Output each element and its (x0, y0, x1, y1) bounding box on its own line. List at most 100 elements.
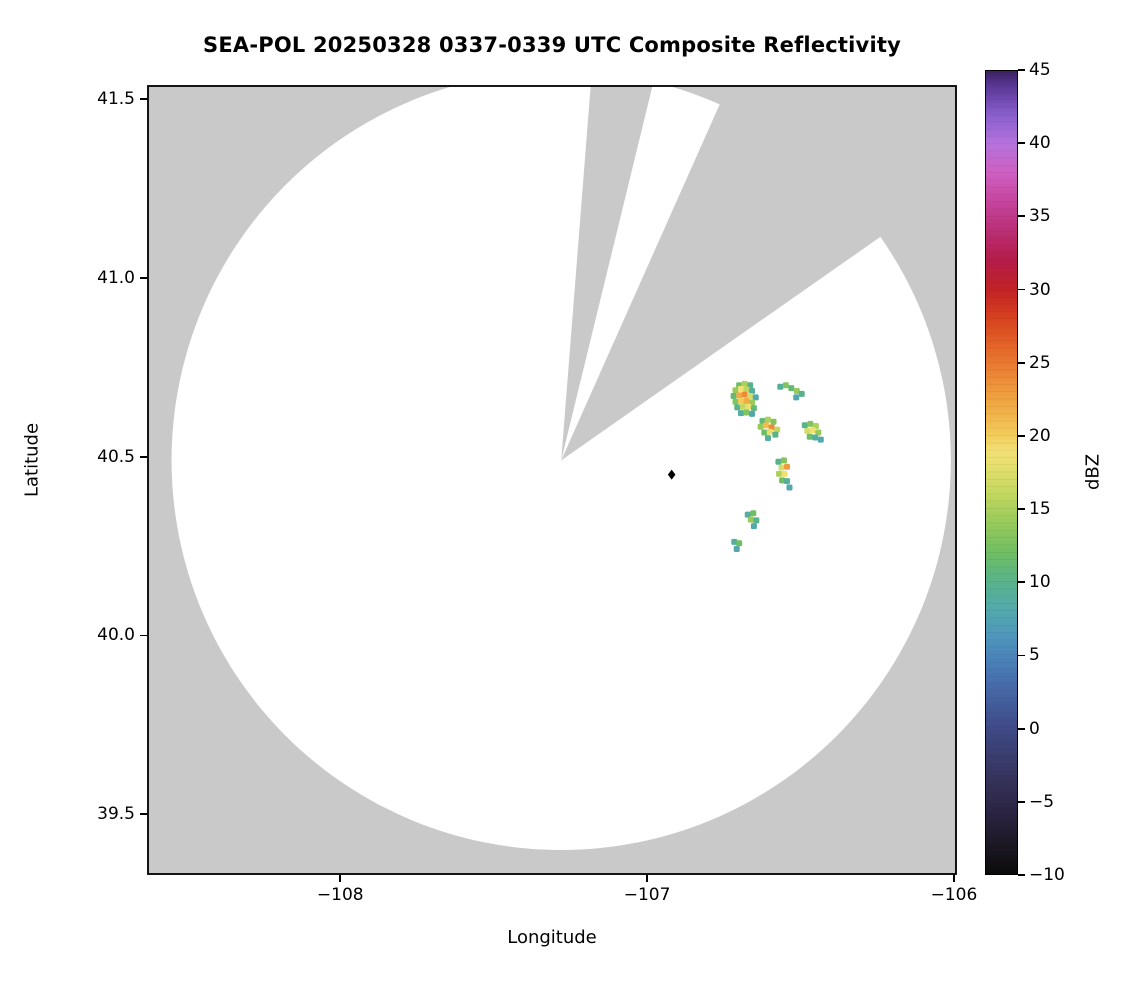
blocked-sector (561, 85, 653, 461)
echo-pixel (744, 511, 751, 518)
colorbar-tick (1018, 215, 1025, 218)
echo-pixel (736, 540, 743, 547)
echo-pixel (782, 382, 789, 389)
colorbar-tick-label: 45 (1029, 60, 1051, 80)
echo-pixel (778, 464, 785, 471)
echo-pixel (749, 410, 756, 417)
echo-pixel (750, 523, 757, 530)
colorbar-tick-label: 40 (1029, 133, 1051, 154)
echo-pixel (738, 385, 744, 392)
echo-pixel (731, 538, 738, 545)
echo-pixel (749, 387, 756, 394)
colorbar (985, 70, 1018, 875)
y-tick-label: 41.5 (97, 89, 135, 110)
echo-pixel (793, 394, 800, 401)
colorbar-tick-label: 25 (1029, 352, 1051, 373)
echo-pixel (784, 478, 791, 485)
echo-pixel (788, 385, 795, 392)
colorbar-tick (1018, 654, 1025, 657)
colorbar-tick-label: −5 (1029, 791, 1055, 812)
x-tick-label: −107 (623, 885, 671, 905)
colorbar-tick-label: 5 (1029, 645, 1040, 666)
y-tick-label: 39.5 (97, 804, 135, 825)
y-tick (140, 455, 147, 458)
echo-pixel (809, 427, 816, 434)
blocked-sector (561, 85, 946, 461)
y-tick (140, 98, 147, 101)
y-tick (140, 277, 147, 279)
x-tick (953, 875, 955, 882)
echo-pixel (817, 436, 824, 443)
y-tick (140, 634, 147, 637)
y-tick (140, 813, 147, 816)
echo-pixel (736, 392, 743, 399)
colorbar-tick (1018, 361, 1025, 364)
echo-pixel (750, 405, 757, 412)
radar-plot (147, 85, 957, 875)
echo-pixel (741, 380, 748, 387)
echo-pixel (798, 390, 805, 397)
colorbar-tick-label: 30 (1029, 279, 1051, 300)
echo-pixel (733, 545, 740, 552)
reflectivity-echoes (730, 380, 824, 552)
echo-pixel (730, 392, 737, 399)
colorbar-label: dBZ (1082, 453, 1104, 491)
echo-pixel (807, 420, 814, 427)
colorbar-tick (1018, 435, 1025, 437)
echo-pixel (757, 423, 764, 430)
y-tick-label: 40.0 (97, 625, 135, 646)
colorbar-tick (1018, 727, 1025, 730)
echo-pixel (750, 510, 757, 517)
plot-border (147, 85, 957, 875)
echo-pixel (761, 429, 768, 436)
echo-pixel (763, 422, 770, 429)
echo-pixel (774, 426, 781, 433)
echo-pixel (793, 387, 800, 394)
x-tick-label: −106 (930, 885, 978, 905)
colorbar-tick-label: 35 (1029, 206, 1051, 227)
echo-pixel (772, 431, 779, 438)
echo-pixel (765, 416, 771, 423)
echo-pixel (779, 477, 786, 484)
echo-pixel (777, 383, 784, 390)
echo-pixel (743, 409, 750, 416)
echo-pixel (741, 391, 748, 398)
colorbar-tick-label: 0 (1029, 718, 1040, 739)
echo-pixel (775, 458, 782, 465)
echo-pixel (734, 404, 741, 411)
colorbar-tick-label: −10 (1029, 865, 1065, 885)
echo-pixel (747, 516, 754, 523)
echo-pixel (732, 387, 739, 394)
echo-pixel (812, 434, 819, 441)
colorbar-tick-label: 20 (1029, 425, 1051, 446)
y-tick-label: 40.5 (97, 446, 135, 467)
echo-pixel (753, 517, 760, 524)
colorbar-tick-label: 15 (1029, 499, 1051, 520)
colorbar-tick (1018, 142, 1025, 145)
colorbar-tick (1018, 581, 1025, 584)
echo-pixel (806, 433, 813, 440)
echo-pixel (747, 392, 754, 399)
echo-pixel (743, 398, 750, 404)
colorbar-tick (1018, 508, 1025, 510)
y-tick-label: 41.0 (97, 268, 135, 289)
echo-pixel (781, 470, 788, 477)
echo-pixel (732, 398, 739, 405)
colorbar-tick (1018, 288, 1025, 291)
echo-pixel (739, 403, 746, 410)
x-tick (646, 875, 648, 882)
echo-pixel (804, 428, 811, 435)
colorbar-tick (1018, 69, 1025, 71)
colorbar-tick (1018, 800, 1025, 803)
echo-pixel (784, 463, 791, 470)
echo-pixel (743, 386, 750, 393)
x-tick (339, 875, 342, 882)
echo-pixel (770, 418, 777, 425)
echo-pixel (765, 435, 771, 442)
echo-pixel (801, 422, 808, 429)
echo-pixel (786, 484, 793, 491)
echo-pixel (780, 457, 787, 464)
echo-pixel (815, 429, 822, 436)
echo-pixel (776, 470, 783, 477)
